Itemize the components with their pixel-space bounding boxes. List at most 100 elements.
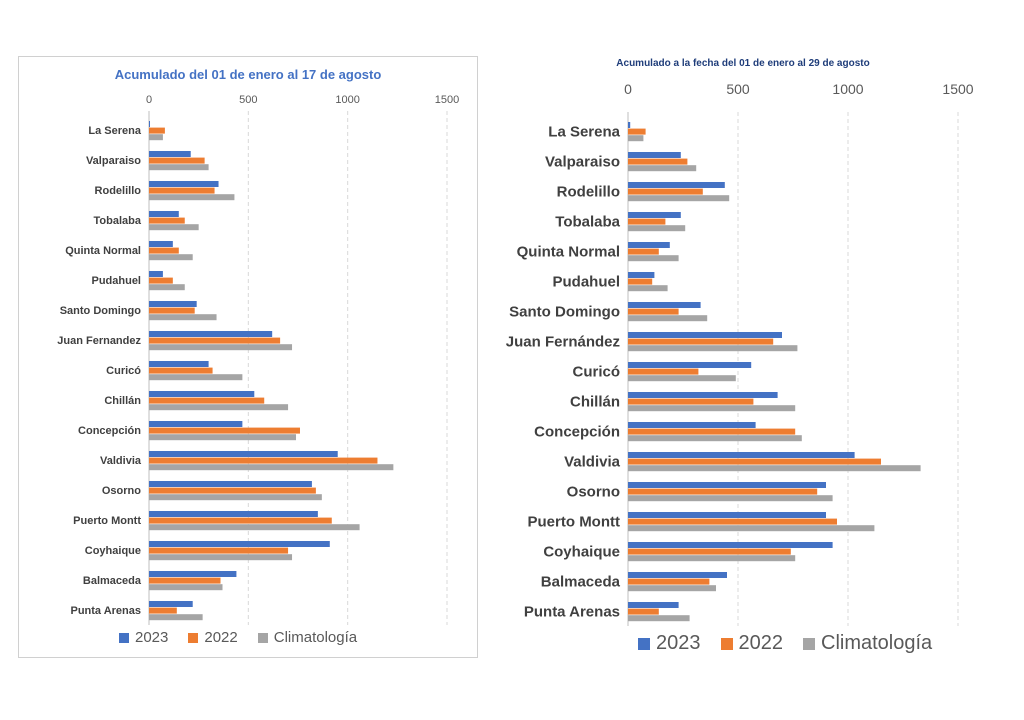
category-label: Quinta Normal bbox=[517, 243, 620, 260]
x-tick-label: 0 bbox=[146, 94, 152, 106]
bar-climatologia bbox=[149, 614, 203, 621]
category-label: La Serena bbox=[88, 125, 141, 137]
legend-item-2023: 2023 bbox=[119, 629, 168, 646]
bar-2023 bbox=[149, 421, 243, 427]
bar-climatologia bbox=[149, 344, 293, 351]
legend: 2023 2022 Climatología bbox=[119, 629, 377, 646]
bar-2022 bbox=[628, 218, 666, 225]
bar-2022 bbox=[149, 427, 300, 434]
bar-2022 bbox=[628, 488, 818, 495]
bar-2022 bbox=[628, 428, 796, 435]
bar-climatologia bbox=[149, 554, 293, 561]
x-tick-label: 1000 bbox=[832, 81, 863, 97]
bar-2022 bbox=[149, 397, 265, 404]
bar-climatologia bbox=[149, 494, 322, 501]
bar-2023 bbox=[149, 241, 173, 247]
bar-2023 bbox=[149, 211, 179, 217]
legend-item-2022: 2022 bbox=[188, 629, 238, 646]
bar-2022 bbox=[628, 248, 659, 255]
bar-climatologia bbox=[149, 584, 223, 591]
bar-2022 bbox=[628, 578, 710, 585]
category-label: Curicó bbox=[106, 365, 141, 377]
bar-2023 bbox=[149, 451, 338, 457]
category-label: Valdivia bbox=[100, 455, 142, 467]
chart-title: Acumulado del 01 de enero al 17 de agost… bbox=[114, 67, 382, 82]
bar-2023 bbox=[149, 571, 237, 577]
bar-climatologia bbox=[628, 405, 796, 412]
bar-2022 bbox=[628, 308, 679, 315]
x-tick-label: 500 bbox=[239, 94, 257, 106]
legend-item-2022: 2022 bbox=[720, 632, 783, 655]
bar-climatologia bbox=[149, 134, 163, 141]
category-label: Juan Fernandez bbox=[57, 335, 141, 347]
bar-2023 bbox=[628, 332, 782, 338]
bar-2022 bbox=[149, 157, 205, 164]
bar-2023 bbox=[628, 452, 855, 458]
category-label: La Serena bbox=[548, 123, 620, 140]
bar-2022 bbox=[149, 247, 179, 254]
bar-2022 bbox=[628, 398, 754, 405]
bar-2023 bbox=[628, 482, 826, 488]
bar-climatologia bbox=[628, 555, 796, 562]
bar-climatologia bbox=[149, 524, 360, 531]
bar-2022 bbox=[149, 457, 378, 464]
category-label: Juan Fernández bbox=[506, 333, 620, 350]
bar-climatologia bbox=[149, 434, 297, 441]
category-label: Puerto Montt bbox=[73, 515, 141, 527]
bar-2022 bbox=[628, 368, 699, 375]
bar-climatologia bbox=[149, 314, 217, 321]
bar-2023 bbox=[628, 122, 631, 128]
bar-2023 bbox=[149, 541, 330, 547]
category-label: Concepción bbox=[78, 425, 141, 437]
bar-climatologia bbox=[628, 435, 802, 442]
category-label: Balmaceda bbox=[541, 573, 621, 590]
bar-climatologia bbox=[628, 255, 679, 262]
category-label: Valdivia bbox=[564, 453, 621, 470]
bar-2022 bbox=[628, 608, 659, 615]
chart-panel-left: Acumulado del 01 de enero al 17 de agost… bbox=[18, 56, 478, 658]
category-label: Osorno bbox=[102, 485, 141, 497]
bar-chart-left: 0 500 1000 1500 La Serena Valparaiso Rodelillo… bbox=[57, 94, 459, 625]
bar-climatologia bbox=[149, 464, 394, 471]
category-label: Concepción bbox=[534, 423, 620, 440]
bar-2023 bbox=[149, 331, 273, 337]
category-label: Santo Domingo bbox=[60, 305, 142, 317]
category-label: Puerto Montt bbox=[528, 513, 620, 530]
bar-2022 bbox=[628, 338, 774, 345]
category-label: Curicó bbox=[572, 363, 620, 380]
legend-item-climatologia: Climatología bbox=[257, 629, 357, 646]
bar-2023 bbox=[149, 301, 197, 307]
category-label: Valparaiso bbox=[86, 155, 141, 167]
bar-2023 bbox=[628, 422, 756, 428]
bar-2023 bbox=[149, 391, 255, 397]
bar-2023 bbox=[628, 572, 727, 578]
category-label: Coyhaique bbox=[543, 543, 620, 560]
bar-2022 bbox=[149, 187, 215, 194]
x-tick-label: 1500 bbox=[435, 94, 459, 106]
bar-2023 bbox=[149, 151, 191, 157]
x-tick-label: 1500 bbox=[942, 81, 973, 97]
bar-2023 bbox=[149, 181, 219, 187]
x-tick-label: 500 bbox=[726, 81, 750, 97]
bar-2023 bbox=[149, 361, 209, 367]
category-label: Punta Arenas bbox=[70, 605, 141, 617]
bar-2023 bbox=[628, 602, 679, 608]
category-label: Osorno bbox=[567, 483, 620, 500]
bar-2023 bbox=[628, 302, 701, 308]
bar-2022 bbox=[149, 307, 195, 314]
bar-climatologia bbox=[149, 194, 235, 201]
category-label: Balmaceda bbox=[83, 575, 142, 587]
bar-2022 bbox=[628, 128, 646, 135]
category-label: Rodelillo bbox=[95, 185, 142, 197]
bar-2023 bbox=[149, 271, 163, 277]
bar-climatologia bbox=[628, 465, 921, 472]
bar-2023 bbox=[149, 601, 193, 607]
bar-climatologia bbox=[628, 315, 708, 322]
bar-2022 bbox=[628, 158, 688, 165]
bar-2023 bbox=[628, 362, 752, 368]
bar-climatologia bbox=[628, 495, 833, 502]
bar-2023 bbox=[628, 152, 681, 158]
bar-2022 bbox=[149, 607, 177, 614]
bar-2022 bbox=[149, 487, 316, 494]
category-label: Chillán bbox=[570, 393, 620, 410]
